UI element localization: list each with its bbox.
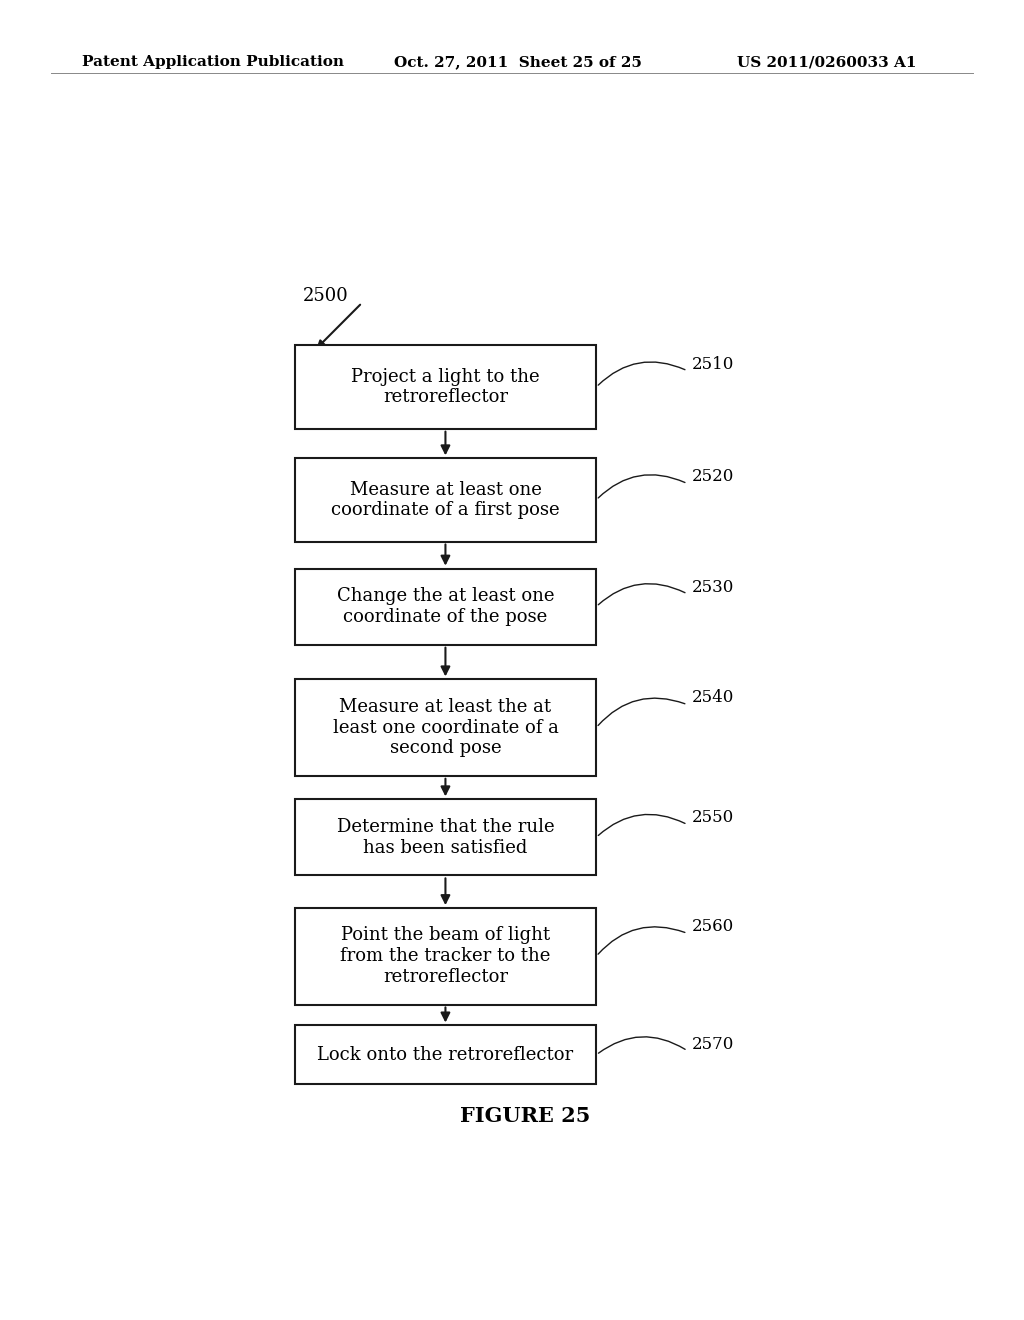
FancyBboxPatch shape (295, 346, 596, 429)
FancyBboxPatch shape (295, 680, 596, 776)
FancyBboxPatch shape (295, 1026, 596, 1084)
Text: 2530: 2530 (691, 578, 734, 595)
Text: Change the at least one
coordinate of the pose: Change the at least one coordinate of th… (337, 587, 554, 626)
Text: 2520: 2520 (691, 469, 734, 486)
Text: 2550: 2550 (691, 809, 734, 826)
Text: 2500: 2500 (303, 286, 348, 305)
Text: Patent Application Publication: Patent Application Publication (82, 55, 344, 70)
Text: 2510: 2510 (691, 355, 734, 372)
Text: Point the beam of light
from the tracker to the
retroreflector: Point the beam of light from the tracker… (340, 927, 551, 986)
Text: Oct. 27, 2011  Sheet 25 of 25: Oct. 27, 2011 Sheet 25 of 25 (394, 55, 642, 70)
FancyBboxPatch shape (295, 458, 596, 541)
Text: 2560: 2560 (691, 919, 734, 935)
Text: Determine that the rule
has been satisfied: Determine that the rule has been satisfi… (337, 818, 554, 857)
Text: 2570: 2570 (691, 1036, 734, 1052)
Text: 2540: 2540 (691, 689, 734, 706)
Text: FIGURE 25: FIGURE 25 (460, 1106, 590, 1126)
FancyBboxPatch shape (295, 908, 596, 1005)
Text: Measure at least one
coordinate of a first pose: Measure at least one coordinate of a fir… (331, 480, 560, 519)
Text: Measure at least the at
least one coordinate of a
second pose: Measure at least the at least one coordi… (333, 698, 558, 758)
FancyBboxPatch shape (295, 569, 596, 644)
Text: Lock onto the retroreflector: Lock onto the retroreflector (317, 1045, 573, 1064)
Text: US 2011/0260033 A1: US 2011/0260033 A1 (737, 55, 916, 70)
Text: Project a light to the
retroreflector: Project a light to the retroreflector (351, 368, 540, 407)
FancyBboxPatch shape (295, 799, 596, 875)
